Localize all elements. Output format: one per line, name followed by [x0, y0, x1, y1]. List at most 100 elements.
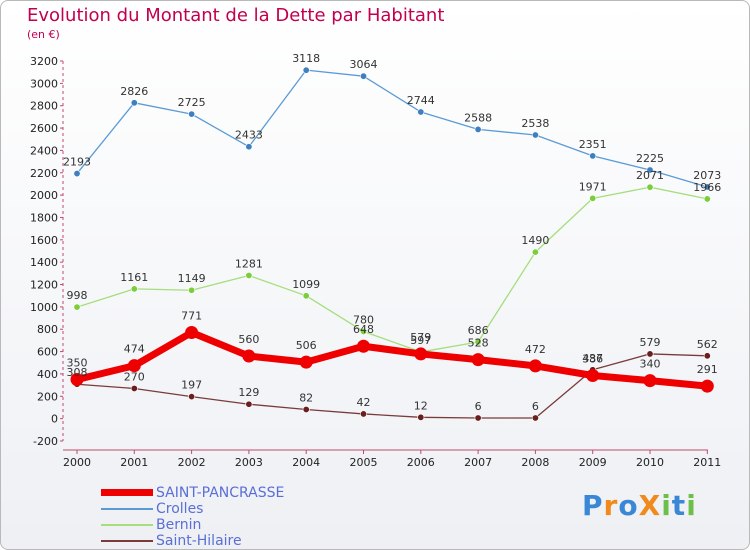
- data-point-saint-hilaire: [302, 405, 310, 413]
- data-label-saint-hilaire: 12: [414, 399, 428, 412]
- data-point-saint-pancrasse: [70, 373, 84, 387]
- x-tick-label: 2001: [120, 456, 148, 469]
- data-point-saint-hilaire: [646, 350, 654, 358]
- y-tick-label: -200: [33, 435, 58, 448]
- data-label-saint-hilaire: 6: [532, 400, 539, 413]
- data-point-saint-hilaire: [130, 384, 138, 392]
- data-point-crolles: [417, 108, 425, 116]
- data-label-crolles: 2225: [636, 152, 664, 165]
- data-label-saint-pancrasse: 648: [353, 323, 374, 336]
- data-point-bernin: [245, 271, 253, 279]
- data-point-saint-hilaire: [359, 410, 367, 418]
- data-point-saint-hilaire: [531, 414, 539, 422]
- y-tick-label: 1000: [30, 301, 58, 314]
- x-tick-label: 2003: [235, 456, 263, 469]
- y-tick-label: 1800: [30, 211, 58, 224]
- data-label-saint-pancrasse: 579: [410, 331, 431, 344]
- data-point-crolles: [589, 152, 597, 160]
- data-label-crolles: 2725: [178, 96, 206, 109]
- data-label-crolles: 2073: [693, 169, 721, 182]
- x-tick-label: 2002: [178, 456, 206, 469]
- data-label-saint-pancrasse: 560: [238, 333, 259, 346]
- data-label-bernin: 1971: [579, 180, 607, 193]
- chart-subtitle: (en €): [27, 28, 60, 41]
- data-label-bernin: 998: [67, 289, 88, 302]
- data-point-bernin: [73, 303, 81, 311]
- x-tick-label: 2005: [350, 456, 378, 469]
- data-label-crolles: 2351: [579, 138, 607, 151]
- proxiti-logo: ProXiti: [582, 489, 697, 522]
- data-point-crolles: [474, 125, 482, 133]
- data-label-bernin: 1161: [120, 271, 148, 284]
- legend-label: Crolles: [156, 501, 204, 517]
- data-label-saint-hilaire: 129: [238, 386, 259, 399]
- data-point-bernin: [359, 327, 367, 335]
- legend-swatch: [101, 540, 153, 542]
- data-label-crolles: 2433: [235, 129, 263, 142]
- data-point-crolles: [531, 131, 539, 139]
- y-tick-label: 3000: [30, 77, 58, 90]
- data-point-crolles: [188, 110, 196, 118]
- data-point-crolles: [703, 183, 711, 191]
- x-tick-label: 2009: [579, 456, 607, 469]
- data-point-crolles: [130, 99, 138, 107]
- x-tick-label: 2006: [407, 456, 435, 469]
- data-point-saint-hilaire: [245, 400, 253, 408]
- data-label-bernin: 1281: [235, 257, 263, 270]
- data-label-bernin: 1149: [178, 272, 206, 285]
- data-label-bernin: 597: [410, 334, 431, 347]
- series-line-crolles: [76, 69, 708, 188]
- x-tick-label: 2010: [636, 456, 664, 469]
- data-label-saint-pancrasse: 474: [124, 343, 145, 356]
- legend-label: Saint-Hilaire: [156, 533, 242, 549]
- data-label-saint-hilaire: 562: [697, 338, 718, 351]
- legend-label: Bernin: [156, 517, 202, 533]
- data-point-saint-pancrasse: [357, 339, 370, 353]
- data-point-saint-pancrasse: [414, 347, 428, 361]
- y-tick-label: 1600: [30, 234, 58, 247]
- y-tick-label: 600: [37, 346, 58, 359]
- data-point-saint-pancrasse: [528, 359, 542, 373]
- data-point-saint-hilaire: [188, 393, 196, 401]
- data-label-bernin: 780: [353, 313, 374, 326]
- series-line-saint-pancrasse: [73, 328, 711, 390]
- chart-title: Evolution du Montant de la Dette par Hab…: [27, 5, 445, 26]
- data-label-saint-pancrasse: 771: [181, 309, 202, 322]
- data-label-bernin: 686: [468, 324, 489, 337]
- data-point-crolles: [646, 166, 654, 174]
- data-point-saint-pancrasse: [471, 353, 485, 367]
- legend-label: SAINT-PANCRASSE: [156, 485, 285, 501]
- data-point-saint-pancrasse: [299, 355, 313, 369]
- data-label-saint-pancrasse: 350: [67, 357, 88, 370]
- data-point-crolles: [73, 170, 81, 178]
- data-label-bernin: 2071: [636, 169, 664, 182]
- legend-swatch: [101, 508, 153, 510]
- x-tick-label: 2008: [521, 456, 549, 469]
- data-label-crolles: 2744: [407, 94, 435, 107]
- data-label-saint-hilaire: 270: [124, 370, 145, 383]
- series-line-bernin: [76, 186, 708, 353]
- data-point-saint-pancrasse: [242, 349, 256, 363]
- y-tick-label: 800: [37, 323, 58, 336]
- data-point-bernin: [703, 195, 711, 203]
- x-tick-label: 2011: [693, 456, 721, 469]
- y-tick-label: 0: [51, 413, 58, 426]
- data-label-saint-pancrasse: 386: [582, 353, 603, 366]
- data-point-bernin: [589, 194, 597, 202]
- data-label-crolles: 2193: [63, 156, 91, 169]
- data-point-saint-hilaire: [417, 413, 425, 421]
- data-point-saint-pancrasse: [700, 379, 714, 393]
- data-label-bernin: 1490: [521, 234, 549, 247]
- data-point-saint-pancrasse: [586, 369, 600, 383]
- data-point-crolles: [245, 143, 253, 151]
- data-point-saint-pancrasse: [127, 359, 141, 373]
- data-label-crolles: 3064: [350, 58, 378, 71]
- data-point-crolles: [359, 72, 367, 80]
- legend-swatch: [101, 524, 153, 526]
- data-point-bernin: [302, 292, 310, 300]
- data-point-saint-hilaire: [703, 352, 711, 360]
- y-tick-label: 1400: [30, 256, 58, 269]
- y-tick-label: 1200: [30, 279, 58, 292]
